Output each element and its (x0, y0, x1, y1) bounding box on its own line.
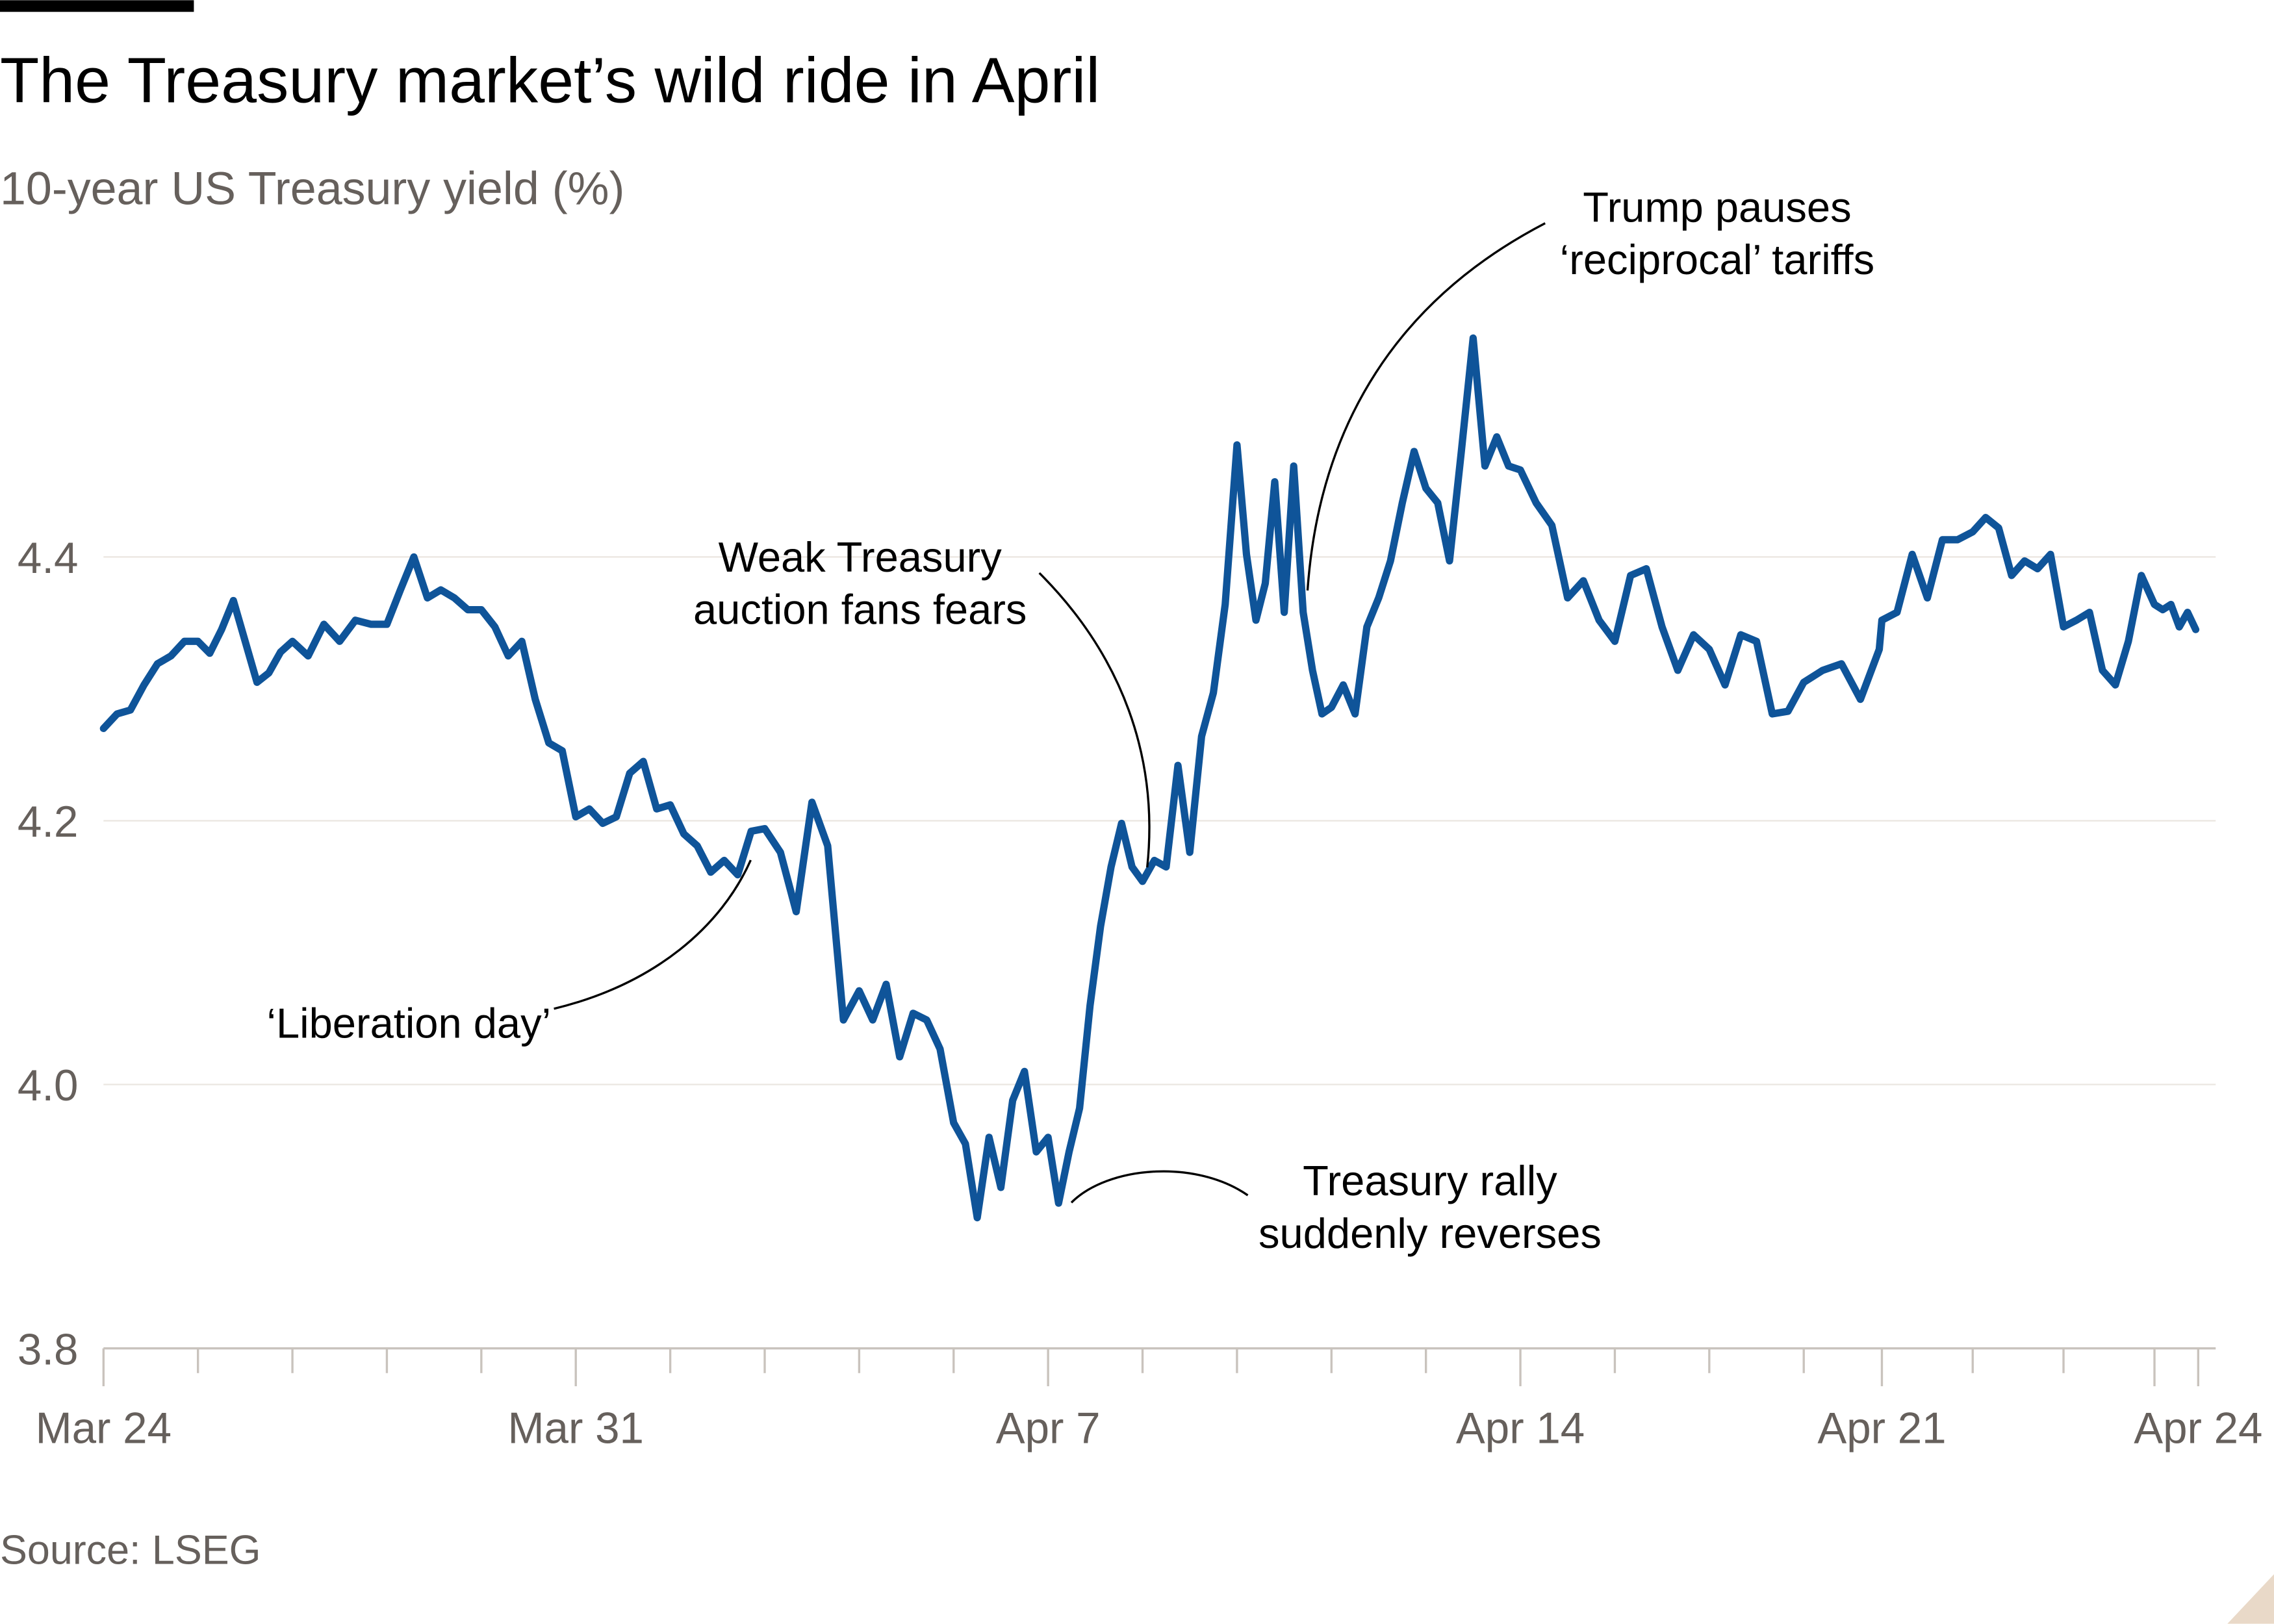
y-tick-label: 4.2 (18, 798, 79, 846)
brand-bar (0, 0, 194, 12)
x-tick-label: Apr 7 (996, 1404, 1101, 1453)
y-tick-label: 4.0 (18, 1061, 79, 1110)
gridlines (103, 556, 2216, 1350)
annotation-tariff-pause: Trump pauses ‘reciprocal’ tariffs (1306, 183, 1874, 591)
corner-mark (2227, 1574, 2274, 1624)
annotation-leader (1038, 572, 1151, 868)
annotation-weak-auction: Weak Treasury auction fans fears (693, 533, 1151, 868)
x-tick-label: Mar 31 (507, 1404, 643, 1453)
annotation-text: Trump pauses (1583, 183, 1851, 231)
yield-line (99, 334, 2200, 1222)
x-tick-label: Apr 24 (2134, 1404, 2262, 1453)
annotation-text: ‘reciprocal’ tariffs (1560, 236, 1874, 283)
chart-subtitle: 10-year US Treasury yield (%) (0, 162, 624, 214)
annotation-text: auction fans fears (693, 586, 1027, 633)
annotation-text: Weak Treasury (719, 533, 1003, 581)
chart-title: The Treasury market’s wild ride in April (0, 44, 1100, 116)
x-tick-label: Mar 24 (36, 1404, 172, 1453)
annotation-text: ‘Liberation day’ (267, 1000, 552, 1047)
y-axis: 3.8 4.0 4.2 4.4 (18, 534, 79, 1374)
y-tick-label: 3.8 (18, 1325, 79, 1374)
y-tick-label: 4.4 (18, 534, 79, 583)
annotation-leader (554, 859, 752, 1010)
annotation-leader (1306, 222, 1546, 591)
series (99, 334, 2200, 1222)
x-tick-label: Apr 14 (1456, 1404, 1585, 1453)
annotation-rally-reverses: Treasury rally suddenly reverses (1070, 1157, 1602, 1257)
source-note: Source: LSEG (0, 1528, 261, 1573)
x-axis: Mar 24 Mar 31 Apr 7 Apr 14 Apr 21 Apr 24 (36, 1348, 2262, 1453)
x-tick-label: Apr 21 (1817, 1404, 1946, 1453)
annotation-liberation-day: ‘Liberation day’ (267, 859, 752, 1047)
annotation-text: suddenly reverses (1258, 1210, 1602, 1257)
annotation-text: Treasury rally (1303, 1157, 1557, 1204)
annotation-leader (1070, 1170, 1249, 1204)
